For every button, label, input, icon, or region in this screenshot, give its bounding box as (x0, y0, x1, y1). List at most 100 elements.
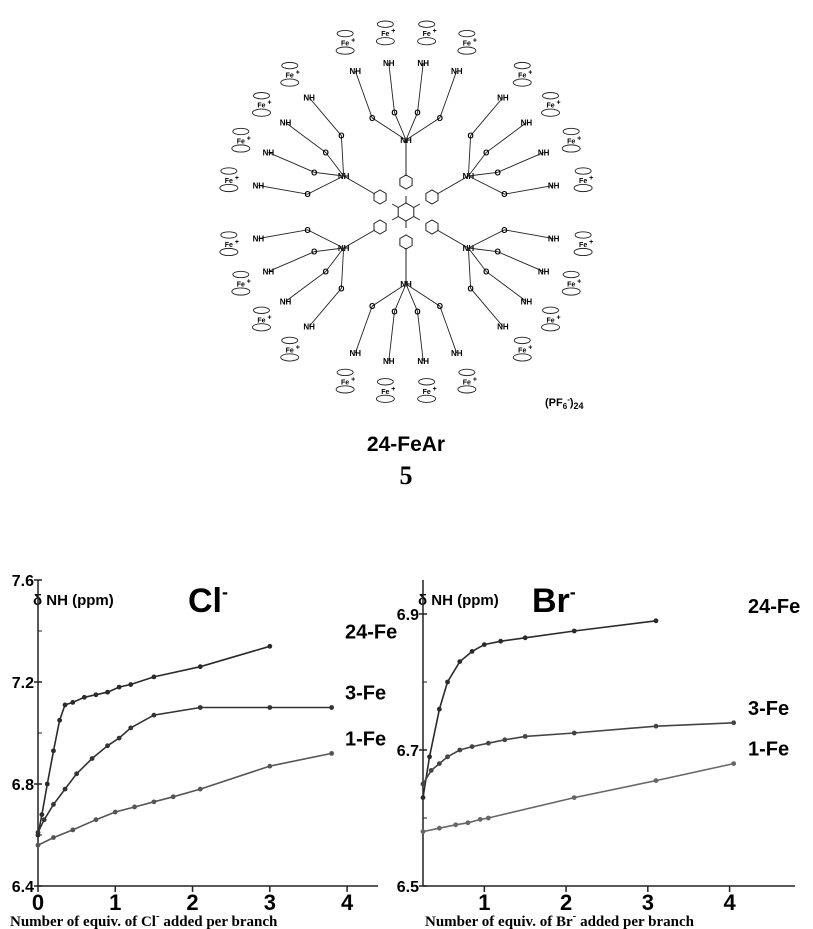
x-tick-label: 2 (560, 890, 572, 915)
data-point (731, 761, 737, 766)
chart-xlabel: Number of equiv. of Br- added per branch (425, 910, 695, 929)
charge-label: + (433, 386, 437, 393)
data-point (453, 822, 459, 828)
charge-label: + (247, 279, 251, 286)
data-point (522, 635, 528, 641)
branch-chain (308, 247, 345, 327)
cp-ring (458, 29, 476, 38)
data-point (522, 734, 528, 739)
fe-arene-unit: Fe + (561, 127, 581, 153)
branch-chain (468, 247, 527, 302)
data-point (112, 809, 118, 815)
branch-chain (354, 283, 407, 354)
data-point (436, 706, 442, 712)
iron-label: Fe (546, 103, 554, 110)
charge-label: + (296, 344, 300, 351)
data-point (128, 682, 134, 687)
data-point (44, 781, 50, 787)
data-point (105, 743, 110, 749)
ether-label: O (467, 132, 473, 141)
data-point (329, 705, 335, 710)
amine-label: NH (548, 181, 560, 190)
data-point (445, 679, 450, 685)
amine-label: NH (349, 349, 361, 358)
charge-label: + (528, 344, 532, 351)
data-point (571, 730, 577, 736)
data-point (731, 720, 737, 726)
fe-arene-unit: Fe + (512, 61, 532, 87)
arm-bond (436, 229, 469, 249)
cp-ring (281, 336, 299, 345)
arm-bond (436, 175, 469, 195)
arene-ring (457, 46, 477, 55)
compound-number: 5 (400, 461, 413, 490)
data-point (436, 825, 442, 831)
data-point (445, 754, 450, 760)
ether-label: O (323, 148, 329, 157)
data-point (41, 817, 47, 823)
cp-ring (513, 61, 531, 70)
amine-label: NH (280, 119, 292, 128)
arene-ring (417, 394, 437, 403)
amine-label: NH (521, 119, 533, 128)
arene-ring (512, 78, 532, 87)
arene-ring (417, 37, 437, 46)
charge-label: + (433, 28, 437, 35)
amine-label: NH (303, 323, 315, 332)
x-tick-label: 2 (186, 890, 198, 915)
chloride-titration-chart: δ NH (ppm) Cl- 6.4 6.8 7.2 7.6 0 1 2 3 4 24-Fe 3-F… (10, 573, 397, 929)
amine-label: NH (497, 93, 509, 102)
ether-label: O (467, 284, 473, 293)
charge-label: + (267, 100, 271, 107)
iron-label: Fe (381, 31, 389, 38)
bromide-titration-chart: δ NH (ppm) Br- 6.5 6.7 6.9 1 2 3 4 24-Fe 3-Fe 1-F… (397, 580, 800, 929)
arene-ring (335, 385, 355, 394)
arene-ring (280, 353, 300, 362)
arene-ring (335, 46, 355, 55)
data-point (420, 829, 426, 834)
branch-chain (468, 175, 554, 195)
charge-label: + (351, 376, 355, 383)
arm-bond (343, 229, 376, 249)
branch-chain (285, 122, 344, 177)
data-point (436, 761, 442, 766)
branch-chain (467, 247, 504, 327)
branch-chain (468, 122, 527, 177)
charge-label: + (556, 314, 560, 321)
fe-arene-unit: Fe + (335, 29, 355, 55)
aromatic-ring (425, 189, 439, 205)
branch-chain (388, 283, 407, 362)
data-point (197, 705, 203, 710)
charge-label: + (267, 314, 271, 321)
iron-label: Fe (423, 389, 431, 396)
arene-ring (561, 287, 581, 296)
y-tick-label: 7.2 (12, 675, 34, 692)
amine-label: NH (280, 297, 292, 306)
fe-arene-unit: Fe + (280, 336, 300, 362)
arene-ring (252, 323, 271, 332)
iron-label: Fe (518, 347, 526, 354)
ether-label: O (304, 190, 310, 199)
branch-chain (467, 97, 504, 177)
fe-arene-unit: Fe + (231, 270, 251, 296)
series-label: 3-Fe (748, 698, 789, 720)
core-bond (413, 216, 421, 221)
series-label: 1-Fe (345, 728, 386, 750)
iron-label: Fe (579, 178, 587, 185)
branch-chain (258, 229, 344, 249)
cp-ring (336, 368, 354, 377)
charge-label: + (528, 70, 532, 77)
aromatic-ring (399, 234, 413, 250)
iron-label: Fe (463, 379, 471, 386)
arene-ring (231, 287, 251, 296)
arene-ring (457, 385, 477, 394)
charge-label: + (296, 70, 300, 77)
data-point (502, 737, 508, 743)
arene-ring (375, 394, 395, 403)
data-point (62, 702, 68, 708)
data-point (128, 725, 134, 731)
data-point (420, 781, 426, 787)
charge-label: + (351, 38, 355, 45)
ether-label: O (391, 109, 397, 118)
aromatic-ring (397, 202, 415, 222)
